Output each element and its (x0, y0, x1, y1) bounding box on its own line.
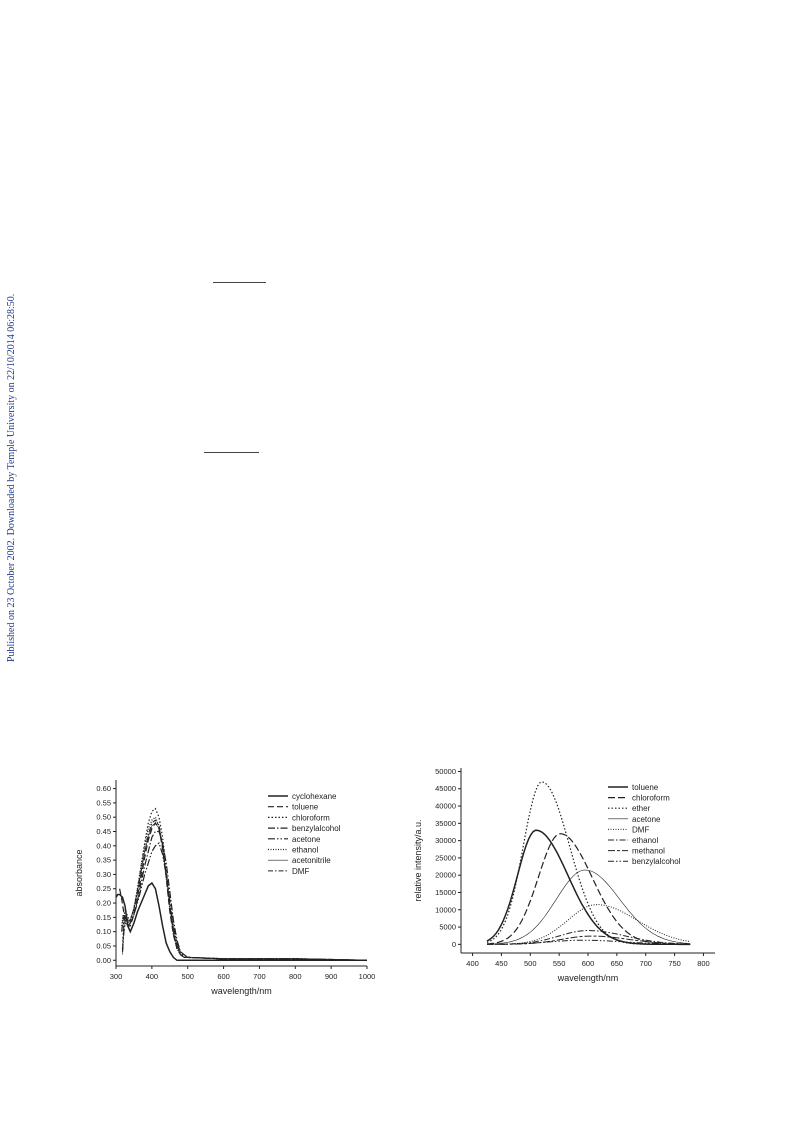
x-tick-label: 600 (582, 959, 595, 968)
y-tick-label: 0.25 (96, 884, 111, 893)
series-line-ethanol (121, 816, 368, 961)
x-tick-label: 450 (495, 959, 508, 968)
y-tick-label: 5000 (439, 923, 456, 932)
series-line-acetone (487, 869, 691, 945)
legend-label: toluene (632, 783, 659, 792)
y-tick-label: 30000 (435, 836, 456, 845)
y-tick-label: 45000 (435, 784, 456, 793)
legend-label: ethanol (292, 846, 318, 855)
y-tick-label: 0.00 (96, 956, 111, 965)
legend-label: chloroform (632, 794, 670, 803)
y-tick-label: 40000 (435, 802, 456, 811)
legend-label: acetone (632, 815, 661, 824)
y-tick-label: 0.30 (96, 870, 111, 879)
x-tick-label: 700 (639, 959, 652, 968)
y-tick-label: 0.20 (96, 899, 111, 908)
legend-label: ether (632, 804, 651, 813)
legend-label: ethanol (632, 836, 658, 845)
x-tick-label: 800 (697, 959, 710, 968)
series-line-dmf (122, 819, 368, 961)
x-tick-label: 400 (146, 972, 159, 981)
x-tick-label: 500 (524, 959, 537, 968)
legend-label: acetonitrile (292, 856, 331, 865)
legend-label: benzylalcohol (632, 857, 681, 866)
y-tick-label: 0.50 (96, 813, 111, 822)
x-tick-label: 400 (466, 959, 479, 968)
y-tick-label: 35000 (435, 819, 456, 828)
download-notice-text: Published on 23 October 2002. Downloaded… (6, 293, 17, 662)
y-tick-label: 0.55 (96, 798, 111, 807)
legend-label: methanol (632, 847, 665, 856)
x-tick-label: 700 (253, 972, 266, 981)
y-tick-label: 20000 (435, 871, 456, 880)
emission-chart: 400 450 500 550 600 650 700 750 800 0 5000 10000 150… (413, 767, 715, 983)
x-tick-label: 550 (553, 959, 566, 968)
y-tick-label: 0.15 (96, 913, 111, 922)
x-axis-label: wavelength/nm (557, 973, 619, 983)
y-tick-label: 50000 (435, 767, 456, 776)
absorbance-chart: 300 400 500 600 700 800 900 1000 0.00 0.05 0.10 0.1… (74, 780, 376, 996)
x-tick-label: 600 (217, 972, 230, 981)
series-line-benzylalcohol (487, 939, 691, 945)
legend-label: DMF (632, 825, 649, 834)
x-tick-label: 300 (110, 972, 123, 981)
legend-label: benzylalcohol (292, 824, 341, 833)
separator-line-upper (213, 282, 266, 283)
y-tick-label: 0.10 (96, 927, 111, 936)
y-tick-label: 15000 (435, 888, 456, 897)
series-line-dmf (487, 904, 691, 945)
x-tick-label: 900 (325, 972, 338, 981)
y-tick-label: 10000 (435, 905, 456, 914)
y-tick-label: 0.60 (96, 784, 111, 793)
x-tick-label: 650 (611, 959, 624, 968)
legend-label: DMF (292, 867, 309, 876)
x-axis-label: wavelength/nm (210, 986, 272, 996)
x-tick-label: 500 (181, 972, 194, 981)
series-line-benzylalcohol (121, 830, 368, 961)
series-line-toluene (486, 829, 691, 946)
legend-label: acetone (292, 835, 321, 844)
legend-label: toluene (292, 803, 319, 812)
download-notice-sidebar: Published on 23 October 2002. Downloaded… (0, 270, 24, 670)
legend-label: chloroform (292, 813, 330, 822)
y-tick-label: 0 (452, 940, 456, 949)
y-axis-label: relative intensity/a.u. (413, 819, 423, 901)
y-tick-label: 0.40 (96, 841, 111, 850)
x-tick-label: 1000 (359, 972, 376, 981)
legend-label: cyclohexane (292, 792, 337, 801)
y-tick-label: 0.05 (96, 941, 111, 950)
y-tick-label: 0.45 (96, 827, 111, 836)
y-tick-label: 0.35 (96, 856, 111, 865)
x-tick-label: 750 (668, 959, 681, 968)
y-axis-label: absorbance (74, 849, 84, 896)
series-line-cyclohexane (115, 881, 367, 962)
series-line-ether (486, 781, 691, 945)
separator-line-lower (204, 452, 259, 453)
x-tick-label: 800 (289, 972, 302, 981)
y-tick-label: 25000 (435, 853, 456, 862)
